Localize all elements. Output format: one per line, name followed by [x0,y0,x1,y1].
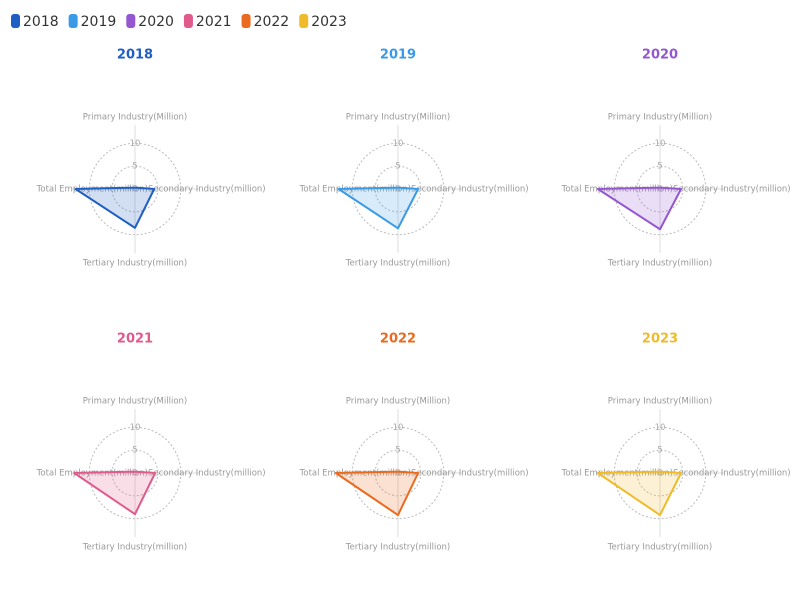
axis-label: Primary Industry(Million) [346,397,451,407]
legend-label[interactable]: 2022 [254,14,290,30]
r-tick-label: 5 [657,446,662,456]
r-tick-label: 5 [657,162,662,172]
legend-label[interactable]: 2020 [138,14,174,30]
r-tick-label: 5 [395,162,400,172]
subplot-title: 2020 [642,48,678,63]
axis-label: Primary Industry(Million) [83,113,188,123]
radar-area [337,186,420,230]
subplot-title: 2021 [117,332,153,347]
r-tick-label: 5 [132,446,137,456]
axis-label: Primary Industry(Million) [608,113,713,123]
legend-swatch[interactable] [183,14,193,28]
axis-label: Tertiary Industry(million) [607,543,713,553]
r-tick-label: 0 [657,185,662,195]
r-tick-label: 10 [130,139,141,149]
legend-label[interactable]: 2019 [81,14,117,30]
legend-swatch[interactable] [241,14,251,28]
axis-label: Secondary Industry(million) [148,185,266,195]
legend-swatch[interactable] [299,14,309,28]
r-tick-label: 0 [132,185,137,195]
axis-label: Secondary Industry(million) [673,469,791,479]
legend-swatch[interactable] [126,14,136,28]
axis-label: Secondary Industry(million) [673,185,791,195]
r-tick-label: 10 [130,423,141,433]
axis-label: Secondary Industry(million) [411,469,529,479]
radar-area [596,470,683,517]
subplot-title: 2022 [380,332,416,347]
axis-label: Primary Industry(Million) [83,397,188,407]
axis-label: Tertiary Industry(million) [607,259,713,269]
legend-swatch[interactable] [11,14,20,28]
radar-area [73,470,157,516]
r-tick-label: 5 [132,162,137,172]
axis-label: Tertiary Industry(million) [345,543,451,553]
radar-area [334,470,420,517]
r-tick-label: 10 [393,423,404,433]
axis-label: Secondary Industry(million) [411,185,529,195]
r-tick-label: 10 [655,139,666,149]
radar-area [596,186,683,231]
axis-label: Primary Industry(Million) [608,397,713,407]
subplot-title: 2019 [380,48,416,63]
legend-label[interactable]: 2021 [196,14,232,30]
legend-label[interactable]: 2018 [23,14,59,30]
axis-label: Tertiary Industry(million) [345,259,451,269]
r-tick-label: 0 [395,185,400,195]
r-tick-label: 0 [132,469,137,479]
r-tick-label: 0 [657,469,662,479]
legend-swatch[interactable] [68,14,78,28]
subplot-title: 2018 [117,48,153,63]
r-tick-label: 10 [393,139,404,149]
axis-label: Tertiary Industry(million) [82,259,188,269]
legend-label[interactable]: 2023 [311,14,347,30]
r-tick-label: 5 [395,446,400,456]
axis-label: Secondary Industry(million) [148,469,266,479]
axis-label: Primary Industry(Million) [346,113,451,123]
axis-label: Tertiary Industry(million) [82,543,188,553]
radar-area [74,186,156,229]
r-tick-label: 0 [395,469,400,479]
r-tick-label: 10 [655,423,666,433]
subplot-title: 2023 [642,332,678,347]
